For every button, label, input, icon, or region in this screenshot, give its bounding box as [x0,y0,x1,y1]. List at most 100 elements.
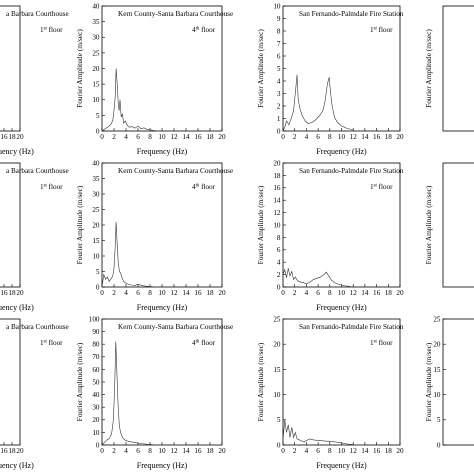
x-tick-label: 2 [293,447,297,455]
series-line [282,419,354,445]
x-tick-label: 6 [316,133,320,141]
x-tick-label: 14 [361,289,369,297]
x-tick-label: 6 [136,447,140,455]
x-tick-label: 20 [218,289,226,297]
y-tick-label: 30 [92,34,100,42]
x-tick-label: 20 [218,447,226,455]
x-tick-label: 20 [396,447,404,455]
y-tick-label: 5 [277,65,281,73]
floor-label: 1st floor [370,339,393,347]
y-tick-label: 15 [92,81,100,89]
x-tick-label: 12 [170,133,178,141]
plot-frame [101,5,223,132]
y-tick-label: 35 [92,175,100,183]
y-tick-label: 6 [277,52,281,60]
plot-frame [0,162,21,288]
x-tick-label: 16 [0,133,8,141]
y-axis-label: Fourier Amplitude (m/sec) [256,342,265,421]
y-tick-label: 35 [92,18,100,26]
x-tick-label: 8 [328,289,332,297]
x-tick-label: 18 [8,289,16,297]
y-tick-label: 15 [433,366,441,374]
x-tick-label: 0 [281,133,285,141]
y-tick-label: 50 [92,378,100,386]
x-tick-label: 2 [112,289,116,297]
y-tick-label: 4 [277,259,281,267]
plot-frame [442,162,474,288]
panel-title: a Barbara Courthouse [6,167,69,175]
y-tick-label: 10 [273,2,281,10]
y-tick-label: 15 [273,366,281,374]
series-line [101,341,154,446]
floor-ordinal-suffix: st [374,26,378,31]
x-tick-label: 10 [338,133,346,141]
panel-title: Kern County-Santa Barbara Courthouse [118,10,233,18]
y-tick-label: 7 [277,40,281,48]
y-tick-label: 10 [433,391,441,399]
y-tick-label: 18 [273,172,281,180]
y-tick-label: 0 [437,441,441,449]
x-axis-label: uency (Hz) [0,461,34,470]
y-tick-label: 10 [273,221,281,229]
x-tick-label: 12 [170,289,178,297]
y-axis-label: Fourier Amplitude (m/sec) [424,29,433,108]
x-tick-label: 2 [112,447,116,455]
x-tick-label: 16 [373,447,381,455]
x-axis-label: uency (Hz) [0,147,34,156]
y-tick-label: 25 [433,315,441,323]
panel-title: Kern County-Santa Barbara Courthouse [118,167,233,175]
y-axis-label: Fourier Amplitude (m/sec) [424,185,433,264]
floor-word: floor [377,183,393,191]
x-tick-label: 16 [373,289,381,297]
floor-label: 1st floor [370,183,393,191]
y-tick-label: 5 [277,416,281,424]
y-tick-label: 0 [277,283,281,291]
x-tick-label: 4 [124,289,128,297]
y-tick-label: 80 [92,341,100,349]
x-tick-label: 12 [170,447,178,455]
x-tick-label: 4 [305,447,309,455]
x-tick-label: 16 [194,447,202,455]
floor-ordinal-suffix: th [196,339,200,344]
x-axis-label: Frequency (Hz) [137,461,188,470]
y-tick-label: 5 [437,416,441,424]
y-tick-label: 40 [92,2,100,10]
floor-label: 1st floor [40,339,63,347]
y-tick-label: 100 [89,315,100,323]
x-tick-label: 0 [100,289,104,297]
x-tick-label: 0 [100,133,104,141]
y-tick-label: 20 [92,65,100,73]
y-tick-label: 40 [92,159,100,167]
x-axis-label: Frequency (Hz) [137,147,188,156]
floor-word: floor [199,183,215,191]
plot-frame [101,318,223,446]
x-tick-label: 2 [293,133,297,141]
y-tick-label: 1 [277,115,281,123]
plot-frame [442,5,474,132]
y-tick-label: 15 [92,237,100,245]
x-tick-label: 12 [350,133,358,141]
x-tick-label: 6 [316,289,320,297]
y-tick-label: 10 [273,391,281,399]
x-tick-label: 12 [350,289,358,297]
series-line [101,68,157,132]
y-tick-label: 20 [273,159,281,167]
panel-title: San Fernando-Palmdale Fire Station [299,167,404,175]
panel-r3c2: 0 2 4 6 8 10 12 14 16 18 200102030405060708090100K… [75,315,233,470]
panel-title: a Barbara Courthouse [6,10,69,18]
x-tick-label: 10 [158,447,166,455]
plot-frame [282,5,401,132]
y-tick-label: 10 [92,252,100,260]
x-tick-label: 10 [158,289,166,297]
x-tick-label: 18 [206,289,214,297]
x-tick-label: 14 [182,289,190,297]
x-tick-label: 10 [338,447,346,455]
floor-label: 1st floor [370,26,393,34]
y-tick-label: 20 [92,221,100,229]
y-tick-label: 4 [277,77,281,85]
